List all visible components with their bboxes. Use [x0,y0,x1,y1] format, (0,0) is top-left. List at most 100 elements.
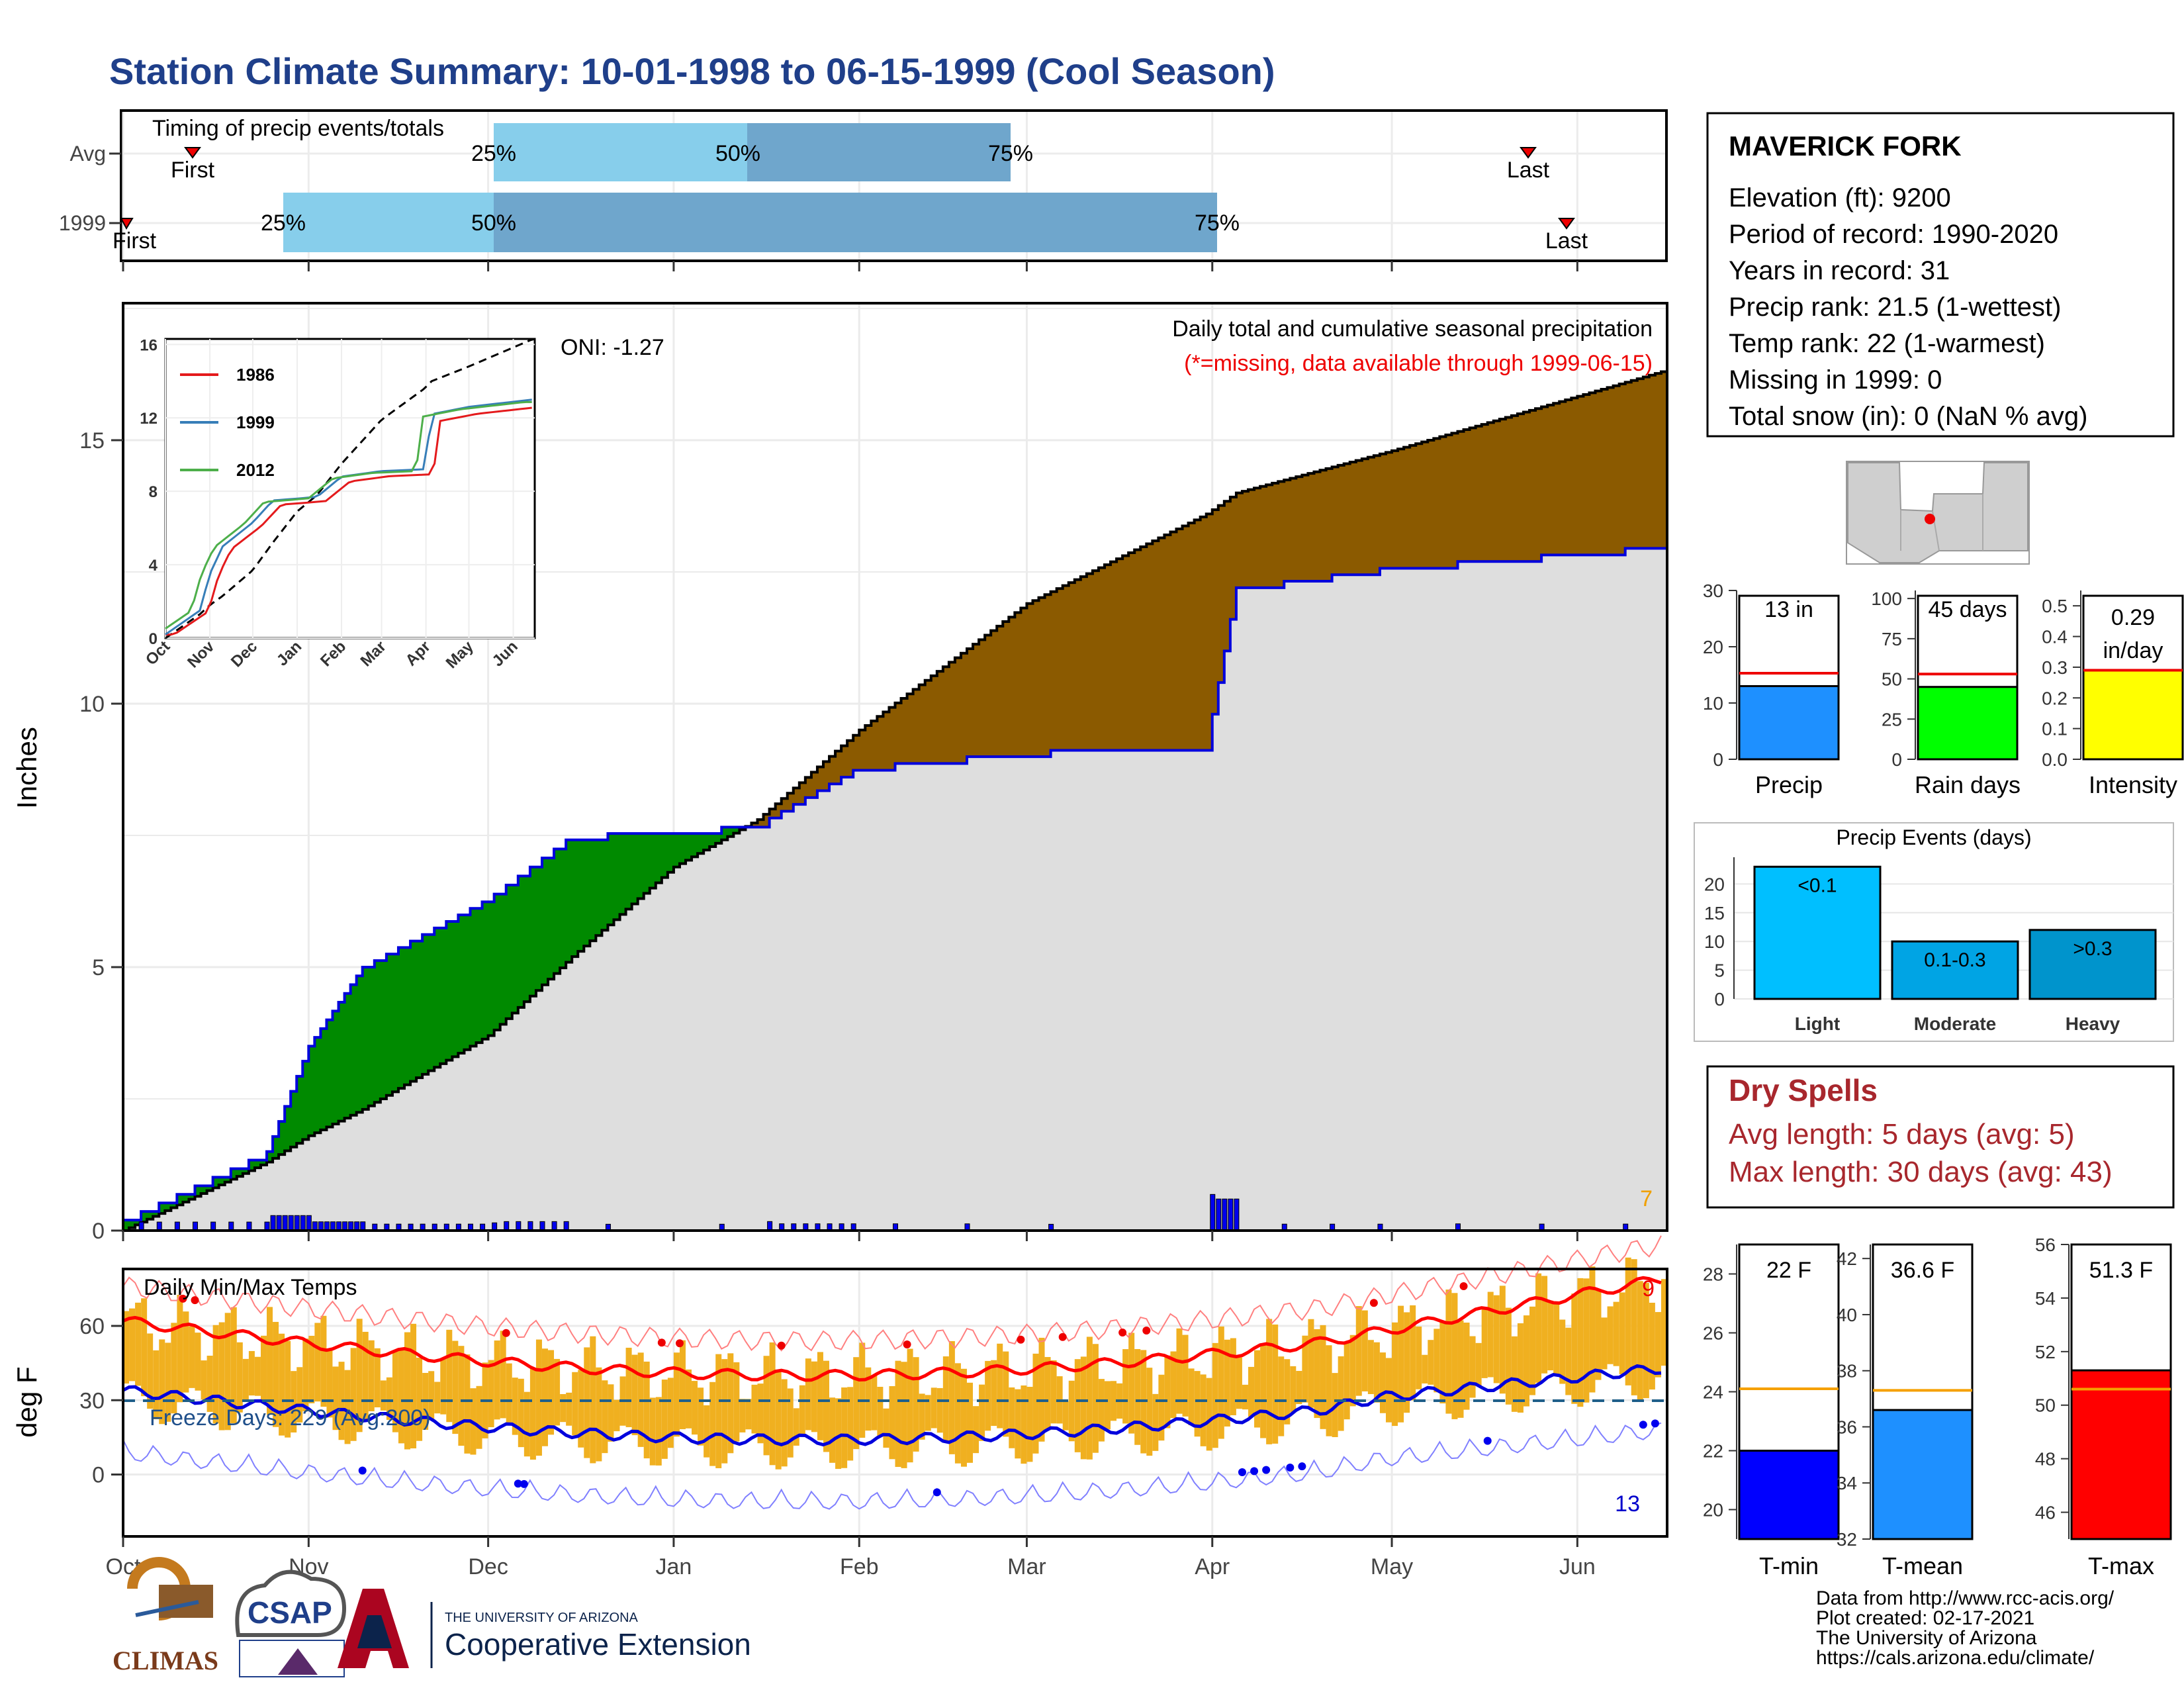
daily-temp-bar [267,1307,273,1415]
temp-stat-label-1: T-mean [1882,1552,1963,1579]
temp-stat-value-2: 51.3 F [2089,1258,2153,1283]
daily-temp-bar [805,1358,811,1430]
avg-min-line [122,1364,1662,1447]
daily-temp-bar [1565,1327,1572,1395]
daily-temp-bar [392,1351,398,1432]
daily-temp-bar [1661,1279,1667,1366]
stat-ytick: 75 [1882,629,1902,649]
daily-temp-bar [332,1366,339,1430]
temp-stat-ytick: 54 [2035,1288,2056,1309]
daily-temp-bar [1086,1336,1093,1460]
daily-temp-bar [781,1379,788,1467]
avg-last-label: Last [1507,158,1550,183]
temperature-stat-bars: 20 22 24 26 28 22 F T-min 32 34 36 38 40 42 36.6 F T-m… [1703,1235,2172,1579]
daily-temp-bar [554,1358,561,1426]
events-ytick-10: 10 [1704,931,1725,952]
daily-precip-bar [551,1221,557,1231]
timing-row-avg: Avg [69,142,106,165]
daily-temp-bar [548,1350,555,1435]
daily-temp-bar [954,1363,961,1464]
inset-ytick-4: 4 [149,557,158,575]
daily-temp-bar [948,1341,955,1454]
daily-temp-bar [1098,1379,1105,1442]
daily-temp-bar [1092,1344,1099,1453]
ua-name: THE UNIVERSITY OF ARIZONA [445,1611,639,1625]
daily-temp-bar [1583,1278,1590,1403]
daily-temp-bar [308,1335,315,1403]
daily-temp-bar [584,1347,590,1458]
daily-temp-bar [440,1359,447,1415]
record-low-point [520,1479,528,1488]
daily-temp-bar [248,1350,255,1396]
daily-temp-bar [362,1331,369,1421]
record-high-point [179,1294,187,1303]
temp-stat-bar-0 [1738,1450,1840,1540]
daily-temp-bar [1044,1356,1051,1430]
daily-temp-bar [704,1405,710,1458]
stat-value-text-0: 13 in [1764,597,1813,622]
daily-precip-bar [306,1215,312,1231]
daily-temp-bar [1188,1368,1195,1426]
daily-temp-bar [925,1395,931,1431]
month-tick-jun: Jun [1559,1554,1596,1579]
daily-temp-bar [1643,1282,1649,1399]
daily-temp-bar [967,1382,974,1463]
daily-temp-bar [279,1333,285,1436]
daily-temp-bar [177,1295,183,1403]
temp-stat-ytick: 50 [2035,1395,2056,1416]
daily-temp-bar [1284,1359,1291,1425]
record-high-point [1369,1299,1378,1307]
daily-temp-bar [1230,1338,1236,1415]
daily-temp-bar [560,1393,567,1423]
stat-ytick: 100 [1871,588,1902,609]
stat-ytick: 30 [1703,581,1723,601]
daily-precip-bar [1222,1198,1228,1231]
avg-first-label: First [171,158,215,183]
daily-temp-bar [1398,1305,1404,1423]
temp-stat-ytick: 56 [2035,1235,2056,1255]
daily-temp-bar [356,1319,363,1432]
daily-temp-bar [153,1350,159,1419]
daily-temp-bar [1266,1319,1273,1444]
stat-value-unit-2: in/day [2103,638,2163,663]
daily-temp-bar [428,1371,435,1420]
y1999-first-half-bar [283,193,494,252]
events-ytick-15: 15 [1704,903,1725,923]
daily-temp-bar [1343,1342,1350,1420]
avg-p25: 25% [471,141,516,166]
daily-temp-bar [1146,1368,1153,1456]
daily-temp-bar [206,1355,213,1412]
daily-temp-bar [1416,1326,1422,1389]
daily-temp-bar [931,1387,937,1429]
daily-precip-bar [516,1221,522,1231]
daily-temp-bar [919,1393,925,1440]
record-high-point [191,1296,199,1305]
daily-temp-bar [1487,1291,1494,1378]
precip-ytick-0: 0 [92,1219,105,1244]
avg-second-half-bar [747,123,1011,181]
daily-temp-bar [374,1348,381,1408]
stat-ytick: 0 [1891,749,1902,770]
daily-temp-bar [985,1360,991,1431]
temp-stat-ytick: 24 [1703,1382,1723,1403]
daily-temp-bar [1272,1324,1279,1444]
daily-precip-bar [1216,1198,1222,1231]
month-tick-apr: Apr [1195,1554,1230,1579]
inset-legend-label-1999: 1999 [236,412,275,432]
daily-temp-bar [721,1359,728,1464]
daily-temp-bar [979,1384,985,1441]
record-high-point [675,1339,684,1348]
daily-temp-bar [1128,1333,1135,1434]
daily-temp-bar [1152,1393,1159,1451]
daily-temp-bar [1481,1307,1488,1378]
climas-text: CLIMAS [113,1646,218,1675]
daily-temp-bar [841,1387,848,1468]
daily-temp-bar [1529,1306,1536,1395]
y1999-first-label: First [113,228,157,254]
y1999-p50: 50% [471,211,516,236]
daily-temp-bar [500,1331,506,1419]
daily-temp-bar [1176,1328,1183,1414]
temp-stat-ytick: 34 [1837,1473,1857,1493]
temp-stat-label-0: T-min [1759,1552,1819,1579]
